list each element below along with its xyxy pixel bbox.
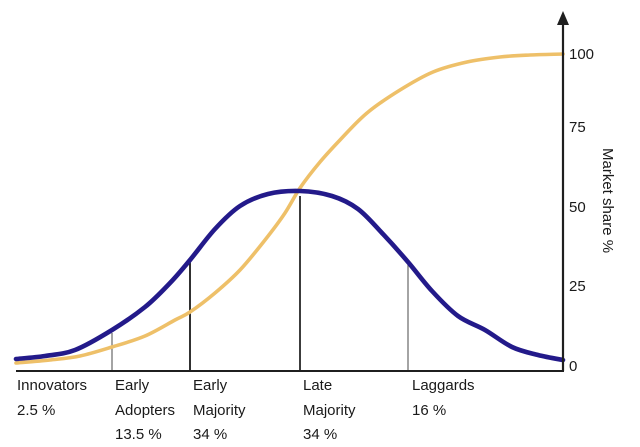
segment-share-value: 16 % <box>412 401 447 419</box>
segment-name-line: Early <box>115 377 150 394</box>
segment-name-line: Laggards <box>412 377 475 394</box>
segment-share-value: 34 % <box>193 426 228 443</box>
segment-name-line: Innovators <box>17 377 88 394</box>
y-tick-label-25: 25 <box>569 278 586 295</box>
segment-name-line: Late <box>303 377 333 394</box>
market-share-s-curve-line <box>14 52 565 365</box>
segment-name-line: Early <box>193 377 228 394</box>
segment-name-line: Adopters <box>115 401 176 419</box>
y-tick-label-100: 100 <box>569 46 595 63</box>
adopter-bell-curve-line <box>13 188 566 363</box>
segment-name-line: Majority <box>193 401 246 419</box>
y-tick-label-75: 75 <box>569 119 586 136</box>
segment-label-early-majority: Early Majority 34 % <box>193 374 246 447</box>
y-tick-label-50: 50 <box>569 199 586 216</box>
segment-share-value: 13.5 % <box>115 426 162 443</box>
segment-share-value: 34 % <box>303 426 338 443</box>
y-axis-arrowhead <box>557 11 569 25</box>
segment-label-laggards: Laggards 16 % <box>412 374 475 423</box>
segment-name-line: Majority <box>303 401 356 419</box>
segment-label-innovators: Innovators 2.5 % <box>17 374 87 423</box>
segment-label-late-majority: Late Majority 34 % <box>303 374 356 447</box>
segment-label-early-adopters: Early Adopters 13.5 % <box>115 374 175 447</box>
y-tick-label-0: 0 <box>569 358 578 375</box>
segment-share-value: 2.5 % <box>17 401 56 419</box>
y-axis-title: Market share % <box>599 148 616 254</box>
